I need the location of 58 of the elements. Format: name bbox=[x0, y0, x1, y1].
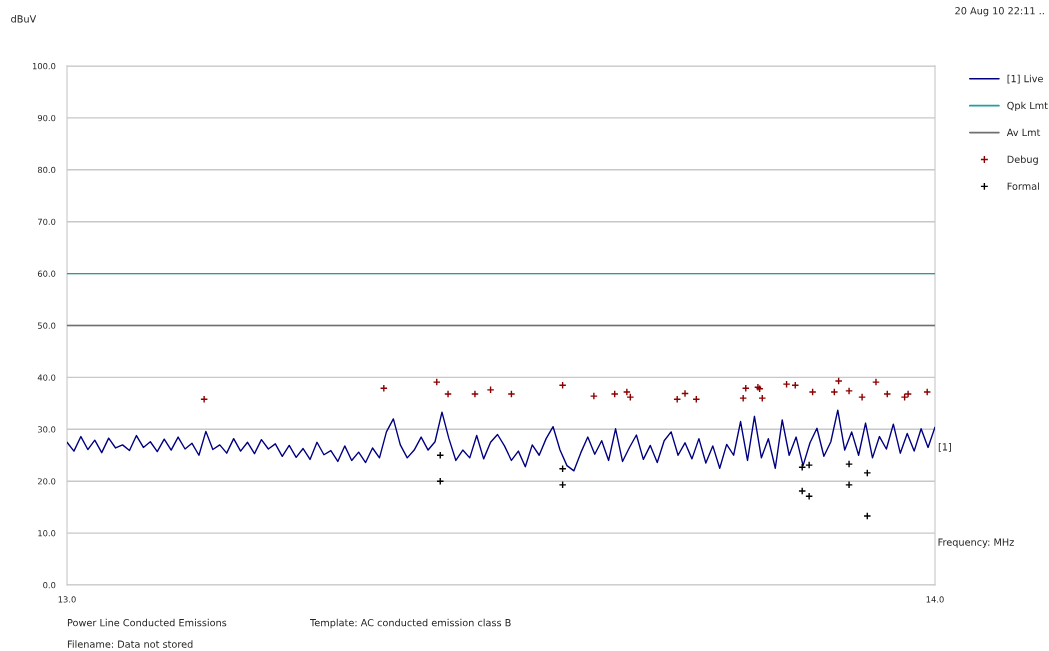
y-tick-label: 100.0 bbox=[32, 62, 56, 70]
text: Filename: Data not stored bbox=[67, 640, 193, 648]
y-tick-label: 0.0 bbox=[43, 581, 56, 589]
point bbox=[791, 381, 800, 390]
point bbox=[471, 390, 479, 398]
point bbox=[904, 390, 913, 398]
y-tick-label: 40.0 bbox=[37, 374, 56, 381]
x-tick-label: 14.0 bbox=[926, 596, 944, 603]
point bbox=[845, 480, 854, 489]
y-tick-label: 90.0 bbox=[37, 114, 56, 122]
point bbox=[805, 461, 814, 470]
point bbox=[900, 393, 909, 402]
point bbox=[739, 394, 748, 403]
text: 20 Aug 10 22:11 .. bbox=[955, 7, 1044, 17]
point bbox=[923, 387, 932, 396]
text: Template: AC conducted emission class B bbox=[309, 618, 511, 629]
x-tick-label: 13.0 bbox=[58, 596, 76, 603]
point bbox=[805, 492, 814, 501]
y-tick-label: 10.0 bbox=[38, 530, 56, 537]
text: [1] bbox=[938, 443, 951, 452]
point bbox=[845, 460, 854, 469]
point bbox=[610, 390, 619, 398]
point bbox=[626, 393, 635, 402]
point bbox=[507, 390, 516, 398]
point bbox=[589, 392, 598, 401]
point bbox=[834, 377, 843, 385]
point bbox=[830, 387, 839, 396]
point bbox=[681, 389, 689, 398]
text: Power Line Conducted Emissions bbox=[67, 618, 227, 627]
y-tick-label: 30.0 bbox=[37, 426, 56, 433]
y-tick-label: 20.0 bbox=[37, 478, 56, 485]
y-tick-label: 60.0 bbox=[37, 270, 56, 277]
legend-label: [1] Live bbox=[1007, 74, 1043, 84]
point bbox=[808, 387, 817, 396]
y-tick-label: 70.0 bbox=[38, 218, 56, 225]
point bbox=[845, 386, 854, 395]
point bbox=[622, 387, 631, 396]
y-axis-title: dBuV bbox=[11, 15, 37, 23]
legend-label: Av Lmt bbox=[1006, 128, 1041, 136]
point bbox=[486, 385, 495, 394]
point bbox=[444, 390, 453, 398]
y-tick-label: 80.0 bbox=[37, 166, 56, 174]
point bbox=[863, 512, 872, 520]
point bbox=[758, 394, 767, 403]
point bbox=[782, 380, 791, 389]
point bbox=[872, 378, 880, 387]
point bbox=[883, 390, 892, 398]
point bbox=[863, 468, 872, 477]
legend-label: Formal bbox=[1007, 182, 1039, 190]
point bbox=[858, 393, 867, 402]
x-axis-title: Frequency: MHz bbox=[938, 538, 1014, 548]
point bbox=[379, 384, 388, 393]
legend-label: Qpk Lmt bbox=[1007, 101, 1048, 112]
point bbox=[558, 480, 567, 489]
y-tick-label: 50.0 bbox=[37, 322, 56, 329]
legend-label: Debug bbox=[1007, 155, 1038, 165]
point bbox=[558, 381, 567, 390]
line-series bbox=[67, 409, 935, 472]
